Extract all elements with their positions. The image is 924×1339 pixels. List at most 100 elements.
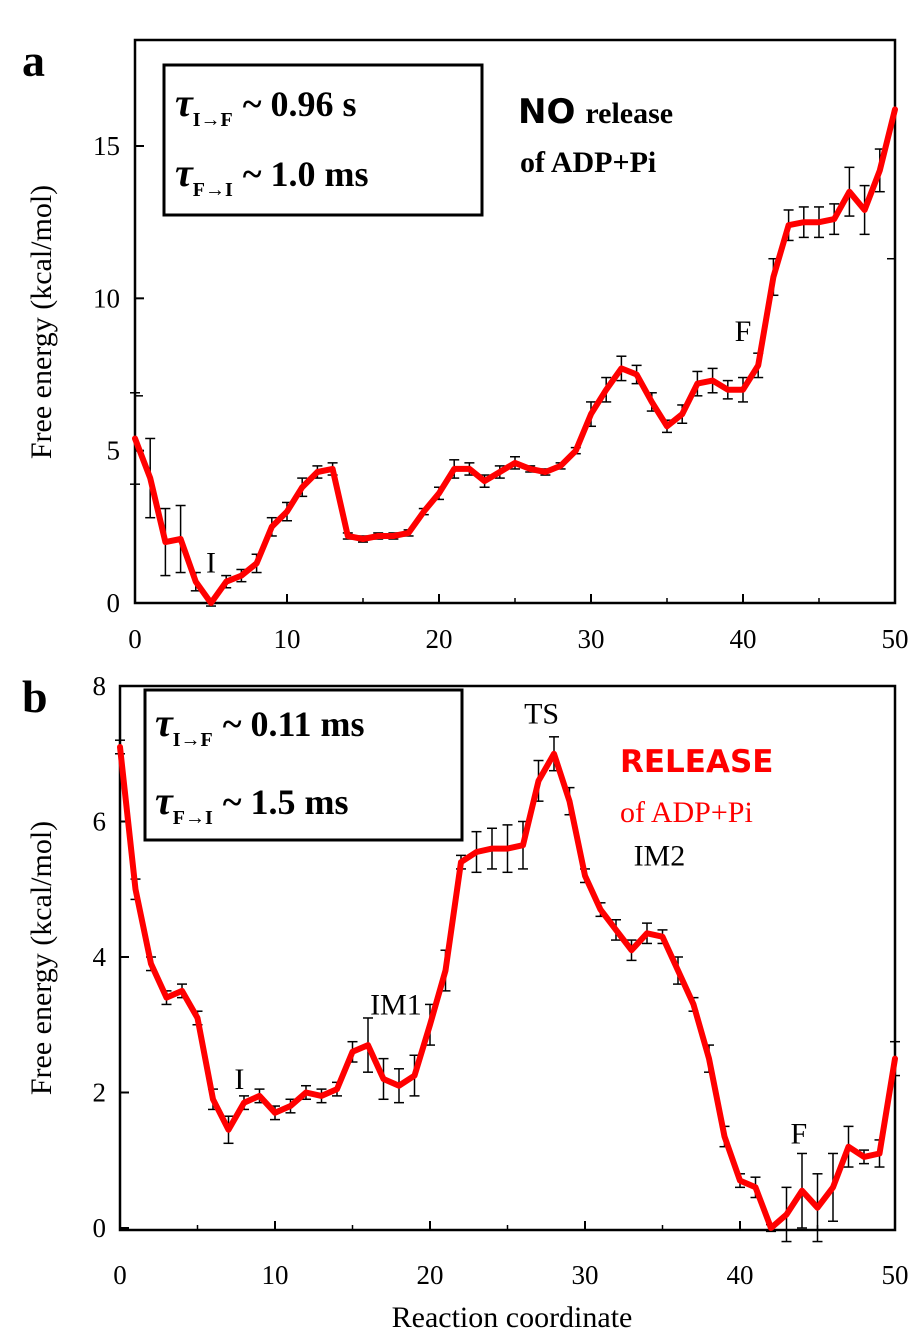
- annotation-f: F: [791, 1117, 808, 1150]
- panel-a-chart: 0 10 20 30 40 50 0 5 10 15 I F: [93, 106, 909, 654]
- tau-subscript: I→F: [173, 729, 213, 751]
- data-point: [737, 1178, 743, 1184]
- data-point: [558, 463, 564, 469]
- x-tick-label: 50: [882, 1260, 909, 1290]
- data-point: [722, 1134, 727, 1140]
- y-tick-label: 0: [93, 1213, 107, 1243]
- annotation-i: I: [234, 1063, 244, 1096]
- data-point: [458, 859, 464, 865]
- data-point: [799, 1188, 805, 1194]
- tau-subscript: F→I: [173, 807, 213, 829]
- data-point: [694, 381, 700, 387]
- data-point: [710, 378, 716, 384]
- panel-b-ylabel: Free energy (kcal/mol): [25, 821, 58, 1095]
- data-point: [272, 1110, 278, 1116]
- data-point: [846, 1144, 851, 1150]
- data-point: [208, 600, 214, 606]
- panel-a-letter: a: [22, 35, 45, 86]
- data-point: [725, 387, 731, 393]
- x-tick-label: 20: [417, 1260, 444, 1290]
- y-tick-label: 6: [93, 807, 107, 837]
- data-point: [892, 1056, 898, 1062]
- data-point: [892, 106, 898, 112]
- data-point: [162, 539, 168, 545]
- tau-value: ~ 0.96 s: [243, 84, 357, 124]
- data-point: [664, 423, 670, 429]
- y-tick-label: 5: [107, 436, 121, 466]
- x-tick-label: 40: [730, 624, 757, 654]
- data-point: [466, 466, 472, 472]
- data-point: [164, 995, 169, 1001]
- x-tick-label: 0: [113, 1260, 127, 1290]
- tau-value: ~ 0.11 ms: [223, 704, 365, 744]
- data-point: [314, 469, 320, 475]
- data-point: [542, 469, 548, 475]
- y-tick-label: 15: [93, 131, 120, 161]
- data-point: [588, 411, 594, 417]
- x-tick-label: 40: [727, 1260, 754, 1290]
- tau-value: ~ 1.5 ms: [223, 782, 349, 822]
- data-point: [284, 509, 290, 515]
- data-point: [303, 1090, 309, 1095]
- data-point: [831, 216, 837, 222]
- panel-a-release-note-line1: NO release: [518, 92, 673, 132]
- data-point: [613, 927, 619, 933]
- data-point: [257, 1093, 262, 1099]
- x-tick-label: 10: [274, 624, 301, 654]
- panel-b-chart: 0 10 20 30 40 50 0 2 4 6 8 I IM1 TS IM2 F: [93, 671, 909, 1290]
- data-point: [223, 579, 229, 585]
- data-point: [634, 372, 640, 377]
- annotation-f: F: [735, 315, 752, 348]
- data-point: [740, 387, 746, 393]
- data-point: [406, 530, 412, 536]
- x-tick-label: 50: [882, 624, 909, 654]
- data-point: [830, 1184, 836, 1190]
- data-point: [226, 1127, 231, 1133]
- data-point: [629, 947, 634, 953]
- data-point: [193, 579, 199, 585]
- release-word: release: [585, 97, 673, 130]
- data-point: [412, 1073, 417, 1079]
- data-point: [148, 961, 154, 967]
- data-point: [178, 536, 184, 542]
- data-point: [573, 448, 579, 454]
- panel-b-tau-box: [143, 688, 464, 842]
- data-point: [334, 1086, 340, 1092]
- tau-value: ~ 1.0 ms: [243, 154, 369, 194]
- data-point: [784, 1211, 789, 1217]
- data-point: [770, 274, 776, 280]
- panel-a-ylabel: Free energy (kcal/mol): [25, 185, 58, 459]
- data-point: [132, 435, 138, 441]
- data-point: [649, 399, 655, 405]
- x-tick-label: 10: [262, 1260, 289, 1290]
- x-tick-label: 0: [128, 624, 142, 654]
- data-point: [862, 207, 868, 213]
- data-point: [691, 1001, 696, 1007]
- data-point: [644, 930, 650, 936]
- data-point: [195, 1015, 200, 1021]
- data-point: [815, 1205, 820, 1211]
- data-point: [861, 1154, 867, 1160]
- data-point: [396, 1083, 402, 1089]
- panel-a-tau-line-2: τF→I ~ 1.0 ms: [175, 150, 368, 201]
- data-point: [319, 1093, 324, 1099]
- data-point: [117, 744, 123, 750]
- annotation-im2: IM2: [634, 840, 686, 873]
- data-point: [254, 560, 260, 566]
- annotation-ts: TS: [524, 697, 559, 730]
- panel-a-release-note-line2: of ADP+Pi: [520, 146, 656, 179]
- y-tick-label: 0: [107, 588, 121, 618]
- data-point: [567, 798, 572, 804]
- data-point: [536, 778, 541, 784]
- data-point: [786, 222, 792, 228]
- tau-symbol: τ: [175, 150, 194, 195]
- data-point: [846, 189, 852, 195]
- data-point: [451, 466, 457, 472]
- data-point: [816, 219, 822, 225]
- data-point: [801, 219, 807, 225]
- x-tick-label: 30: [572, 1260, 599, 1290]
- panel-a-tau-box: [162, 63, 484, 217]
- data-point: [603, 387, 609, 393]
- no-word: NO: [518, 92, 575, 132]
